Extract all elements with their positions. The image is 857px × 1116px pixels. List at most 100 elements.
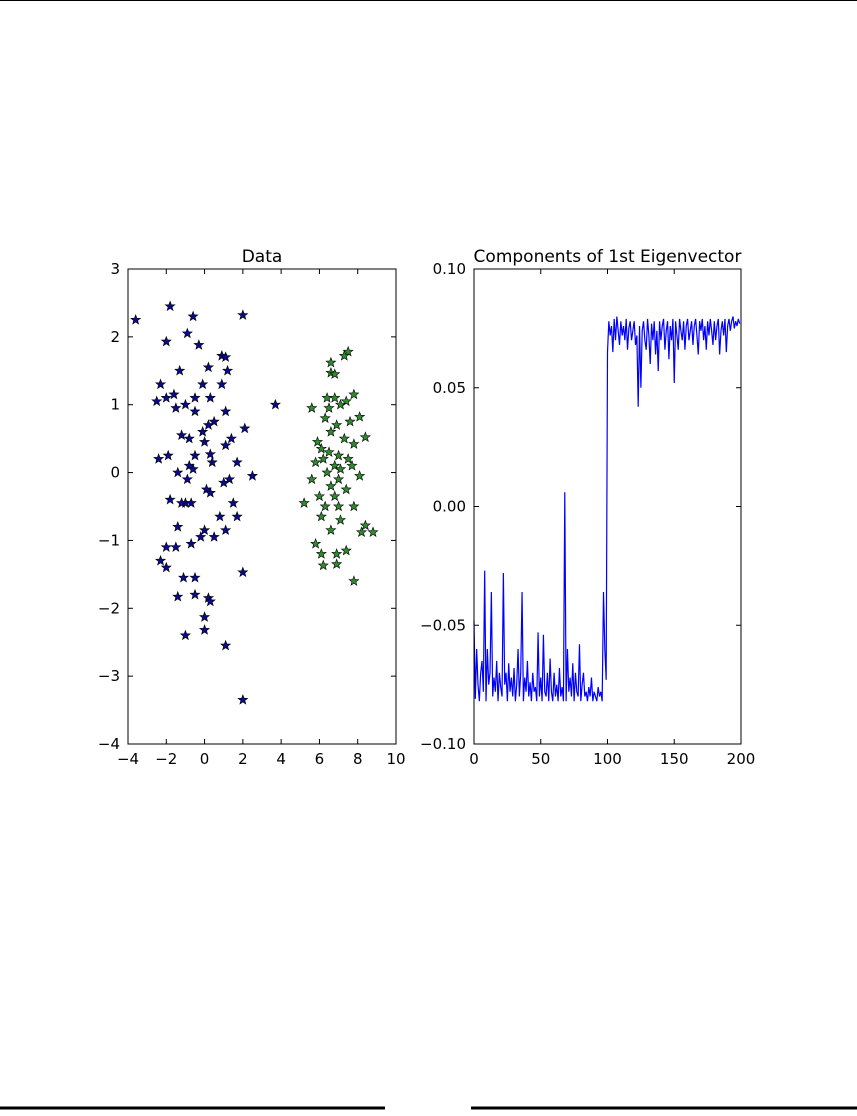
star-point [231, 456, 243, 468]
x-tick-label: 50 [531, 750, 550, 768]
star-point [329, 490, 341, 502]
star-point [170, 402, 182, 413]
y-tick-label: 2 [110, 328, 120, 346]
star-point [237, 309, 249, 320]
star-point [338, 432, 350, 444]
star-point [189, 449, 201, 461]
star-point [170, 541, 182, 552]
star-point [359, 431, 371, 443]
x-tick-label: 0 [200, 750, 210, 768]
star-point [185, 497, 197, 508]
line-series [473, 316, 741, 702]
star-point [329, 392, 341, 403]
star-point [342, 453, 354, 464]
star-point [130, 314, 142, 325]
star-point [181, 473, 193, 485]
star-point [162, 449, 174, 461]
star-point [172, 590, 184, 602]
star-point [179, 629, 191, 641]
star-point [315, 510, 327, 522]
star-point [348, 575, 360, 586]
star-point [334, 463, 347, 474]
chart-title: Components of 1st Eigenvector [474, 247, 742, 267]
star-point [220, 439, 232, 451]
star-point [269, 398, 281, 410]
star-point [340, 544, 352, 556]
y-tick-label: 0 [110, 464, 120, 482]
star-point [199, 436, 211, 447]
star-point [202, 361, 214, 373]
star-point [204, 392, 216, 403]
star-point [313, 490, 325, 502]
star-point [220, 351, 232, 362]
star-point [223, 473, 236, 485]
star-point [319, 500, 331, 512]
star-point [367, 526, 379, 538]
star-point [199, 524, 211, 535]
y-tick-label: 1 [110, 396, 120, 414]
star-point [310, 537, 322, 549]
star-point [208, 531, 220, 542]
star-point [208, 415, 220, 427]
star-point [321, 466, 333, 478]
star-point [310, 456, 322, 468]
star-point [189, 392, 201, 403]
star-point [331, 548, 343, 559]
star-point [315, 548, 327, 559]
y-tick-label: −4 [98, 735, 120, 753]
y-tick-label: 0.00 [433, 498, 466, 516]
star-point [164, 493, 176, 505]
star-point [329, 368, 341, 379]
star-point [206, 456, 218, 468]
star-point [189, 588, 201, 600]
y-tick-label: 3 [110, 260, 120, 278]
star-point [325, 524, 337, 535]
x-tick-label: −2 [155, 750, 177, 768]
x-tick-label: 200 [727, 750, 756, 768]
star-point [151, 395, 163, 407]
star-point [179, 398, 191, 410]
star-point [329, 459, 341, 471]
y-tick-label: −0.05 [420, 616, 466, 634]
star-point [160, 335, 172, 347]
star-point [164, 300, 176, 312]
star-point [174, 364, 186, 376]
y-tick-label: −3 [98, 667, 120, 685]
star-point [331, 558, 343, 569]
star-point [176, 497, 188, 508]
star-point [183, 432, 195, 444]
plot-frame [127, 268, 397, 745]
star-point [160, 392, 172, 403]
star-point [323, 402, 335, 413]
star-point [176, 429, 188, 440]
star-point [237, 694, 249, 705]
star-point [154, 378, 167, 390]
x-tick-label: 0 [469, 750, 479, 768]
star-point [204, 595, 216, 607]
y-tick-label: −1 [98, 531, 120, 549]
star-point [331, 419, 343, 430]
star-point [348, 438, 360, 449]
star-point [325, 480, 337, 491]
star-point [172, 466, 184, 478]
star-point [359, 519, 371, 531]
star-point [325, 426, 337, 437]
star-point [340, 395, 352, 407]
star-point [154, 554, 167, 566]
star-point [298, 497, 310, 508]
star-point [315, 442, 327, 454]
star-point [199, 624, 211, 635]
star-point [325, 356, 337, 368]
star-point [334, 398, 347, 410]
star-point [204, 487, 216, 498]
star-point [227, 497, 239, 508]
star-point [344, 415, 356, 427]
star-point [333, 449, 345, 461]
star-point [220, 524, 232, 535]
star-point [342, 345, 354, 357]
star-point [311, 436, 324, 447]
star-point [181, 327, 193, 339]
x-tick-label: 8 [353, 750, 363, 768]
star-point [348, 388, 360, 400]
